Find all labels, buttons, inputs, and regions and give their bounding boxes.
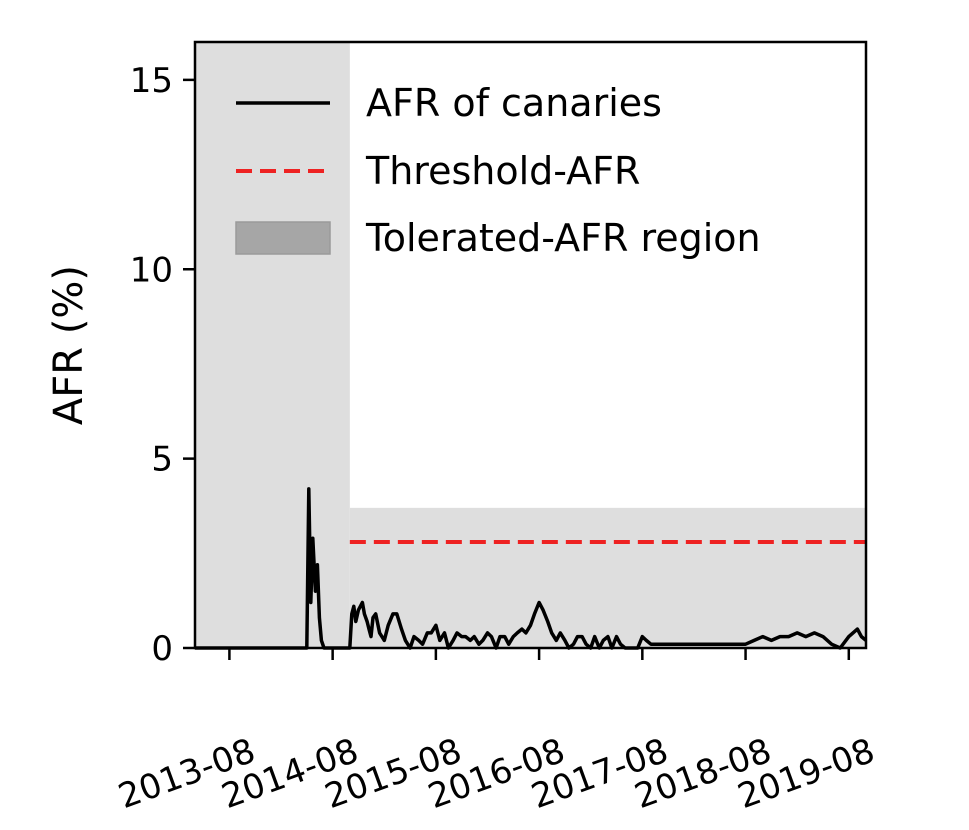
tolerated-afr-regions (195, 42, 866, 648)
series-layer (195, 487, 868, 650)
x-axis-ticks: 2013-082014-082015-082016-082017-082018-… (113, 648, 880, 817)
y-tick-label-2: 10 (130, 250, 173, 290)
legend-label-afr: AFR of canaries (366, 81, 662, 125)
legend-swatch-tolerated-region (235, 221, 331, 255)
y-tick-label-1: 5 (151, 440, 173, 480)
tolerated-region-0 (195, 42, 350, 648)
y-axis-label: AFR (%) (46, 265, 92, 425)
tolerated-region-1 (349, 507, 866, 648)
plot-frame (193, 40, 868, 650)
series-line-afr-of-canaries (195, 487, 868, 650)
legend: AFR of canaries Threshold-AFR Tolerated-… (235, 81, 761, 260)
y-tick-label-3: 15 (130, 61, 173, 101)
legend-label-tolerated: Tolerated-AFR region (365, 216, 761, 260)
y-tick-label-0: 0 (151, 629, 173, 669)
y-axis-ticks: 0 5 10 15 (130, 61, 195, 669)
legend-label-threshold: Threshold-AFR (365, 149, 640, 193)
